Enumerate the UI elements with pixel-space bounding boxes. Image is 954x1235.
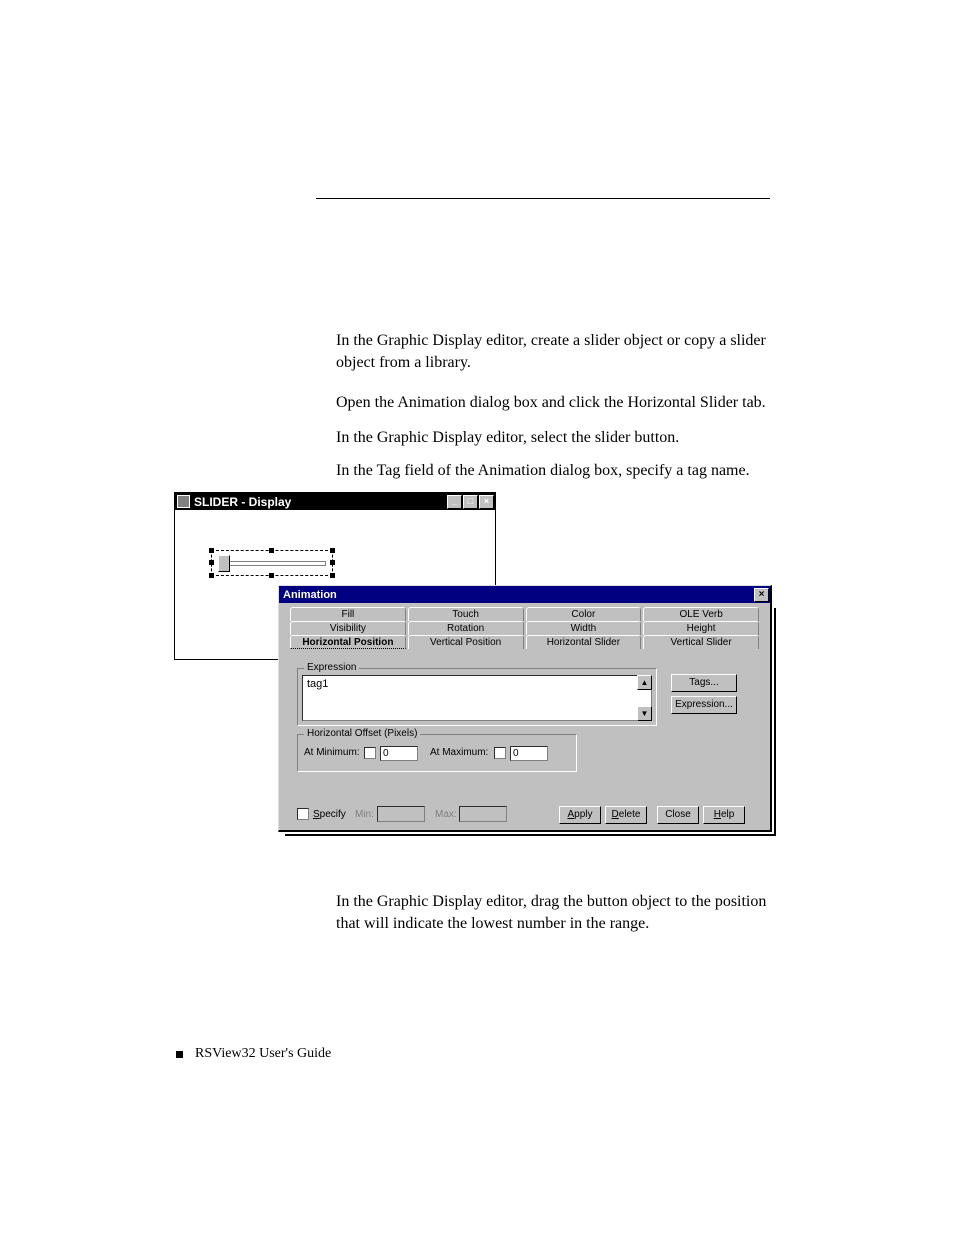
instruction-2: Open the Animation dialog box and click …: [336, 392, 770, 414]
instruction-1: In the Graphic Display editor, create a …: [336, 330, 770, 373]
expression-button[interactable]: Expression...: [671, 696, 737, 714]
tab-horizontal-position[interactable]: Horizontal Position: [290, 635, 406, 649]
slider-thumb[interactable]: [218, 555, 230, 572]
at-maximum-label: At Maximum:: [430, 747, 488, 758]
close-dialog-button[interactable]: Close: [657, 806, 699, 824]
tab-rotation[interactable]: Rotation: [408, 621, 524, 635]
animation-title: Animation: [283, 589, 337, 601]
tab-strip: Fill Touch Color OLE Verb Visibility Rot…: [279, 603, 770, 649]
offset-fieldset: At Minimum: 0 At Maximum: 0: [297, 734, 577, 772]
selection-handle[interactable]: [269, 573, 274, 578]
slider-object[interactable]: [211, 550, 333, 576]
tab-vertical-slider[interactable]: Vertical Slider: [643, 635, 759, 649]
close-button[interactable]: ×: [479, 495, 494, 509]
expression-fieldset: tag1 ▲ ▼: [297, 668, 657, 726]
help-button[interactable]: Help: [703, 806, 745, 824]
footer-text: RSView32 User's Guide: [195, 1046, 331, 1062]
delete-button[interactable]: Delete: [605, 806, 647, 824]
header-rule: [316, 198, 770, 199]
animation-dialog: Animation × Fill Touch Color OLE Verb Vi…: [278, 585, 772, 832]
instruction-3: In the Graphic Display editor, select th…: [336, 427, 770, 449]
min-input: [377, 806, 425, 822]
tab-ole-verb[interactable]: OLE Verb: [643, 607, 759, 621]
bullet-icon: [176, 1051, 183, 1058]
app-icon: [177, 495, 190, 508]
slider-window-titlebar[interactable]: SLIDER - Display _ □ ×: [175, 493, 495, 510]
at-minimum-checkbox[interactable]: [364, 747, 376, 759]
scroll-down-button[interactable]: ▼: [637, 706, 652, 721]
selection-handle[interactable]: [330, 560, 335, 565]
tags-button[interactable]: Tags...: [671, 674, 737, 692]
dialog-close-button[interactable]: ×: [754, 588, 769, 602]
tab-color[interactable]: Color: [526, 607, 642, 621]
specify-checkbox[interactable]: [297, 808, 309, 820]
apply-button[interactable]: Apply: [559, 806, 601, 824]
max-label: Max:: [435, 809, 457, 820]
maximize-button[interactable]: □: [463, 495, 478, 509]
tab-horizontal-slider[interactable]: Horizontal Slider: [526, 635, 642, 649]
at-maximum-checkbox[interactable]: [494, 747, 506, 759]
slider-track: [222, 561, 326, 566]
selection-handle[interactable]: [330, 573, 335, 578]
max-input: [459, 806, 507, 822]
tab-vertical-position[interactable]: Vertical Position: [408, 635, 524, 649]
scroll-up-button[interactable]: ▲: [637, 675, 652, 690]
selection-handle[interactable]: [209, 560, 214, 565]
page-footer: RSView32 User's Guide: [176, 1046, 331, 1062]
tab-visibility[interactable]: Visibility: [290, 621, 406, 635]
expression-textarea[interactable]: tag1: [302, 675, 652, 721]
tab-width[interactable]: Width: [526, 621, 642, 635]
selection-handle[interactable]: [209, 548, 214, 553]
tab-touch[interactable]: Touch: [408, 607, 524, 621]
instruction-5: In the Graphic Display editor, drag the …: [336, 891, 770, 934]
selection-handle[interactable]: [209, 573, 214, 578]
selection-handle[interactable]: [330, 548, 335, 553]
animation-titlebar[interactable]: Animation ×: [279, 586, 770, 603]
specify-label: Specify: [313, 809, 346, 820]
min-label: Min:: [355, 809, 374, 820]
tab-height[interactable]: Height: [643, 621, 759, 635]
at-minimum-label: At Minimum:: [304, 747, 360, 758]
selection-handle[interactable]: [269, 548, 274, 553]
tab-fill[interactable]: Fill: [290, 607, 406, 621]
minimize-button[interactable]: _: [447, 495, 462, 509]
at-maximum-input[interactable]: 0: [510, 746, 548, 761]
slider-window-title: SLIDER - Display: [194, 495, 291, 509]
at-minimum-input[interactable]: 0: [380, 746, 418, 761]
instruction-4: In the Tag field of the Animation dialog…: [336, 460, 770, 482]
